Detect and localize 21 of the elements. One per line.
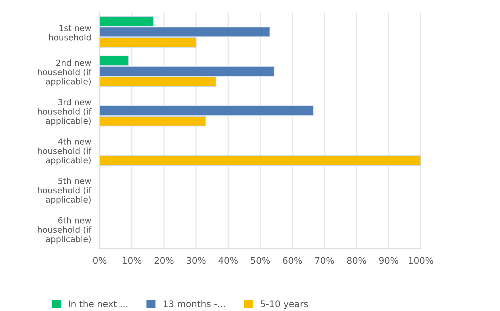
y-tick-label: 6th new household (if applicable): [38, 217, 92, 244]
x-tick-label: 90%: [379, 257, 398, 264]
legend-label: 13 months -...: [164, 300, 226, 308]
legend-label: In the next ...: [69, 300, 128, 308]
y-tick-label: 3rd new household (if applicable): [38, 99, 92, 126]
x-tick-label: 100%: [409, 257, 434, 264]
x-tick-label: 60%: [283, 257, 302, 264]
y-tick-label: 4th new household (if applicable): [38, 138, 92, 166]
x-tick-label: 70%: [315, 257, 334, 264]
y-tick-label: 5th new household (if applicable): [38, 178, 92, 205]
bar: [100, 156, 421, 166]
x-tick-label: 30%: [186, 257, 206, 264]
y-tick-label: 2nd new household (if applicable): [38, 60, 92, 86]
x-tick-label: 10%: [123, 257, 142, 264]
x-tick-label: 50%: [251, 257, 270, 264]
x-tick-label: 40%: [218, 257, 238, 264]
legend-label: 5-10 years: [261, 300, 308, 310]
x-tick-label: 20%: [154, 257, 174, 264]
y-tick-label: 1st new household: [49, 25, 92, 41]
x-tick-label: 80%: [347, 257, 366, 264]
x-tick-label: 0%: [93, 257, 107, 264]
